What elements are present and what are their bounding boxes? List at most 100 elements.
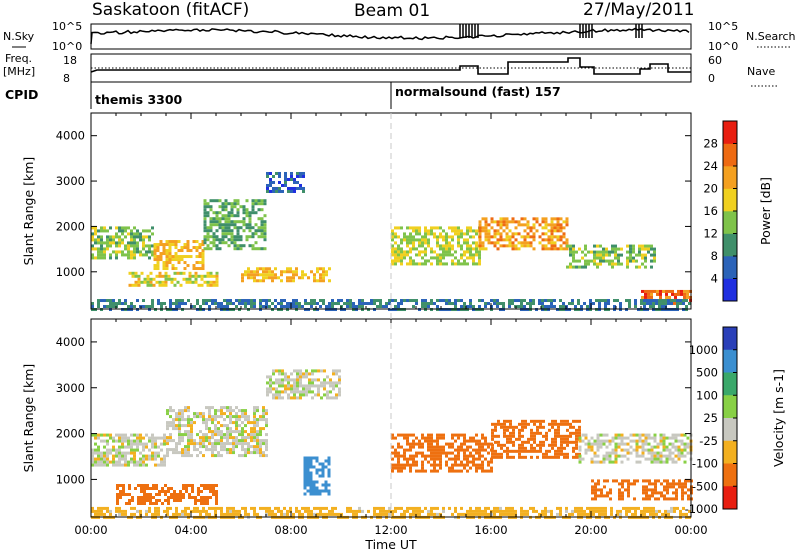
data-cell [415, 454, 418, 458]
data-cell [254, 232, 258, 236]
data-cell [529, 506, 532, 510]
data-cell [487, 235, 491, 239]
data-cell [484, 305, 487, 309]
data-cell [662, 454, 666, 458]
data-cell [642, 491, 645, 495]
data-cell [319, 512, 322, 516]
data-cell [152, 484, 155, 487]
data-cell [146, 487, 149, 490]
data-cell [587, 442, 591, 446]
data-cell [553, 223, 557, 227]
data-cell [547, 509, 550, 513]
data-cell [265, 302, 268, 306]
data-cell [433, 512, 436, 516]
data-cell [677, 451, 681, 455]
data-cell [293, 390, 296, 394]
data-cell [551, 440, 554, 444]
data-cell [649, 299, 652, 303]
data-cell [106, 457, 109, 461]
data-cell [154, 509, 157, 513]
data-cell [295, 509, 298, 513]
data-cell [202, 509, 205, 513]
data-cell [284, 387, 287, 391]
data-cell [287, 375, 290, 379]
data-cell [358, 506, 361, 510]
data-cell [659, 454, 663, 458]
data-cell [208, 299, 211, 303]
data-cell [665, 289, 668, 293]
data-cell [596, 265, 599, 269]
data-cell [445, 451, 448, 455]
data-cell [454, 262, 457, 266]
data-cell [454, 232, 457, 236]
data-cell [289, 270, 292, 274]
data-cell [124, 460, 127, 464]
data-cell [388, 509, 391, 513]
data-cell [148, 439, 151, 443]
data-cell [177, 258, 181, 262]
data-cell [253, 302, 256, 306]
data-cell [355, 305, 358, 309]
data-cell [578, 434, 581, 438]
data-cell [327, 459, 331, 463]
data-cell [306, 456, 310, 460]
data-cell [660, 482, 663, 486]
data-cell [200, 496, 203, 499]
data-cell [142, 241, 145, 245]
colorbar-swatch [723, 418, 737, 442]
data-cell [448, 302, 451, 306]
data-cell [421, 235, 424, 239]
data-cell [532, 509, 535, 513]
data-cell [394, 448, 397, 452]
data-cell [497, 434, 500, 438]
data-cell [112, 439, 115, 443]
data-cell [309, 492, 313, 496]
data-cell [660, 491, 663, 495]
data-cell [163, 442, 166, 446]
data-cell [239, 238, 243, 242]
data-cell [137, 502, 140, 505]
data-cell [349, 305, 352, 309]
data-cell [475, 509, 478, 513]
data-cell [312, 480, 316, 484]
data-cell [523, 217, 527, 221]
data-cell [136, 433, 139, 437]
data-cell [475, 247, 478, 251]
data-cell [159, 258, 163, 262]
data-cell [241, 412, 244, 416]
data-cell [590, 442, 594, 446]
data-cell [565, 308, 568, 312]
data-cell [290, 372, 293, 376]
data-cell [275, 189, 278, 193]
data-cell [445, 244, 448, 248]
data-cell [524, 419, 527, 423]
data-cell [230, 229, 234, 233]
data-cell [596, 460, 600, 464]
data-cell [194, 280, 198, 284]
data-cell [427, 445, 430, 449]
data-cell [203, 211, 207, 215]
data-cell [544, 232, 548, 236]
data-cell [211, 506, 214, 510]
data-cell [530, 428, 533, 432]
data-cell [223, 448, 226, 452]
data-cell [666, 479, 669, 483]
data-cell [541, 226, 545, 230]
data-cell [685, 305, 688, 309]
data-cell [361, 305, 364, 309]
data-cell [658, 308, 661, 312]
data-cell [613, 299, 616, 303]
data-cell [112, 238, 115, 242]
data-cell [181, 436, 184, 440]
freq-left-label-2: [MHz] [3, 65, 35, 78]
data-cell [620, 433, 624, 437]
data-cell [192, 246, 196, 250]
data-cell [541, 509, 544, 513]
data-cell [397, 259, 400, 263]
data-cell [506, 434, 509, 438]
data-cell [406, 262, 409, 266]
data-cell [661, 305, 664, 309]
data-cell [460, 299, 463, 303]
data-cell [529, 302, 532, 306]
data-cell [664, 302, 667, 306]
